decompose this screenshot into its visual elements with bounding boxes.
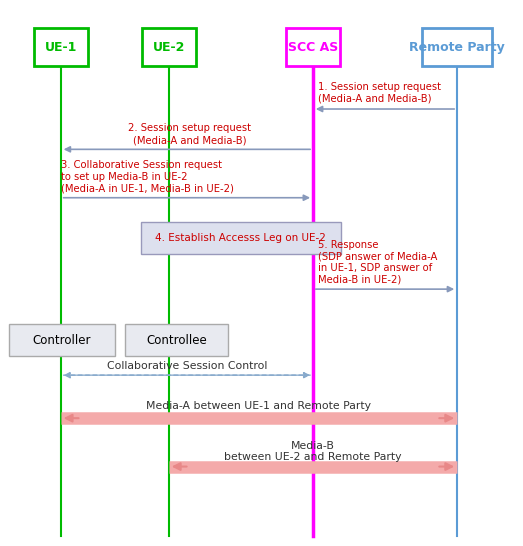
FancyBboxPatch shape xyxy=(142,28,196,66)
Text: 3. Collaborative Session request
to set up Media-B in UE-2
(Media-A in UE-1, Med: 3. Collaborative Session request to set … xyxy=(61,160,234,193)
FancyBboxPatch shape xyxy=(34,28,88,66)
FancyBboxPatch shape xyxy=(423,28,492,66)
Text: 1. Session setup request
(Media-A and Media-B): 1. Session setup request (Media-A and Me… xyxy=(318,82,441,104)
Text: 5. Response
(SDP answer of Media-A
in UE-1, SDP answer of
Media-B in UE-2): 5. Response (SDP answer of Media-A in UE… xyxy=(318,240,437,285)
FancyBboxPatch shape xyxy=(125,324,228,357)
Text: UE-2: UE-2 xyxy=(153,41,185,54)
Text: Collaborative Session Control: Collaborative Session Control xyxy=(107,361,267,371)
Text: SCC AS: SCC AS xyxy=(288,41,338,54)
FancyBboxPatch shape xyxy=(141,222,342,254)
Text: Controllee: Controllee xyxy=(146,334,207,347)
Text: Media-B
between UE-2 and Remote Party: Media-B between UE-2 and Remote Party xyxy=(224,441,402,462)
Text: Remote Party: Remote Party xyxy=(409,41,505,54)
FancyBboxPatch shape xyxy=(286,28,340,66)
Text: Controller: Controller xyxy=(33,334,92,347)
Text: Media-A between UE-1 and Remote Party: Media-A between UE-1 and Remote Party xyxy=(146,401,371,411)
Text: 4. Establish Accesss Leg on UE-2: 4. Establish Accesss Leg on UE-2 xyxy=(155,233,326,243)
FancyBboxPatch shape xyxy=(9,324,115,357)
Text: 2. Session setup request
(Media-A and Media-B): 2. Session setup request (Media-A and Me… xyxy=(128,123,251,145)
Text: UE-1: UE-1 xyxy=(44,41,77,54)
